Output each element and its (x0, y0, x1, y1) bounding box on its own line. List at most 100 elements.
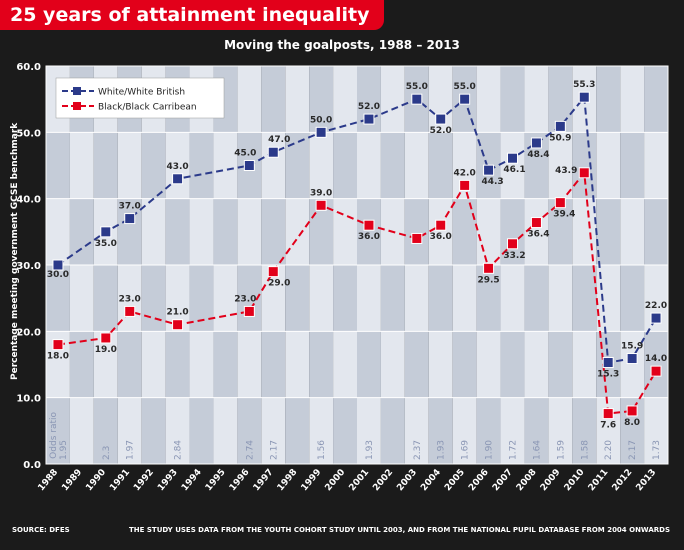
x-tick-label: 2004 (419, 468, 443, 494)
plot-cell (500, 331, 525, 398)
odds-ratio-value: 1.64 (532, 440, 542, 460)
plot-cell (357, 397, 381, 464)
plot-cell (548, 66, 573, 133)
plot-cell (141, 265, 166, 332)
data-label: 45.0 (234, 149, 256, 159)
data-point (363, 219, 375, 231)
plot-cell (189, 265, 214, 332)
odds-ratio-value: 2.17 (269, 440, 279, 460)
plot-cell (644, 331, 668, 398)
odds-ratio-value: 1.97 (126, 440, 136, 460)
plot-cell (357, 331, 381, 398)
x-tick-label: 1996 (228, 468, 252, 494)
plot-cell (476, 66, 501, 133)
data-point (578, 167, 590, 179)
plot-cell (93, 331, 118, 398)
plot-cell (620, 66, 645, 133)
data-point (243, 305, 255, 317)
plot-cell (117, 198, 142, 265)
data-point (267, 146, 279, 158)
plot-cell (404, 265, 429, 332)
odds-ratio-value: 2.20 (604, 440, 614, 460)
series-markers (52, 91, 662, 420)
plot-cell (428, 265, 453, 332)
plot-cell (380, 66, 405, 133)
y-tick-label: 0.0 (23, 460, 41, 471)
data-point (507, 152, 518, 164)
plot-cell (644, 397, 668, 464)
data-point (602, 357, 614, 369)
study-note: THE STUDY USES DATA FROM THE YOUTH COHOR… (129, 526, 670, 534)
plot-cell (644, 265, 668, 332)
data-point (172, 319, 184, 331)
odds-ratio-value: 2.74 (245, 440, 255, 460)
plot-cell (500, 397, 525, 464)
data-label: 42.0 (454, 168, 476, 178)
y-tick-label: 20.0 (16, 327, 41, 338)
source-note: SOURCE: DFES (12, 526, 70, 534)
odds-ratio-value: 1.95 (59, 440, 69, 460)
plot-cell (404, 132, 429, 199)
data-point (435, 219, 447, 231)
x-axis: 1988 1989 1990 1991 1992 1993 1994 1995 1996 1997… (36, 468, 658, 494)
plot-cell (452, 132, 477, 199)
plot-cell (46, 265, 70, 332)
plot-cell (452, 397, 477, 464)
plot-cell (596, 265, 621, 332)
data-label: 23.0 (234, 294, 256, 304)
plot-cell (572, 265, 597, 332)
x-tick-label: 1992 (132, 468, 156, 494)
x-tick-label: 1997 (252, 468, 276, 494)
data-label: 19.0 (95, 345, 117, 355)
odds-ratio-title: Odds ratio (49, 412, 59, 459)
data-label: 14.0 (645, 354, 667, 364)
plot-cell (46, 331, 70, 398)
plot-cell (333, 66, 357, 133)
data-point (578, 91, 590, 103)
x-tick-label: 1995 (204, 468, 228, 494)
plot-cell (309, 331, 334, 398)
banner-title: 25 years of attainment inequality (0, 0, 384, 30)
plot-cell (572, 331, 597, 398)
plot-cell (500, 132, 525, 199)
data-label: 23.0 (119, 294, 141, 304)
data-point (52, 339, 64, 351)
data-point (554, 197, 566, 209)
data-label: 37.0 (119, 202, 141, 212)
plot-cell (213, 397, 238, 464)
plot-cell (69, 265, 94, 332)
plot-cell (524, 331, 549, 398)
plot-cell (333, 198, 357, 265)
y-tick-label: 60.0 (16, 62, 41, 73)
data-label: 39.0 (310, 188, 332, 198)
data-point (52, 259, 64, 271)
data-label: 18.0 (47, 352, 69, 362)
plot-cell (189, 331, 214, 398)
data-point (626, 405, 638, 417)
y-tick-label: 40.0 (16, 195, 41, 206)
plot-cell (141, 198, 166, 265)
data-point (626, 353, 638, 365)
data-label: 52.0 (358, 102, 380, 112)
plot-cell (596, 198, 621, 265)
data-point (243, 160, 255, 171)
y-tick-label: 10.0 (16, 394, 41, 405)
x-tick-label: 1989 (60, 468, 84, 494)
chart-title: Moving the goalposts, 1988 – 2013 (224, 38, 460, 52)
plot-cell (404, 331, 429, 398)
data-point (650, 312, 662, 324)
data-label: 30.0 (47, 270, 69, 280)
plot-cell (620, 397, 645, 464)
data-point (315, 199, 327, 211)
plot-cell (572, 397, 597, 464)
plot-cell (165, 331, 190, 398)
x-tick-label: 1993 (156, 468, 180, 494)
plot-cell (309, 397, 334, 464)
legend: White/White British Black/Black Carribean (55, 77, 225, 119)
x-tick-label: 1991 (108, 468, 132, 494)
data-point (435, 113, 447, 125)
plot-cell (524, 66, 549, 133)
data-labels: 30.0 35.0 37.0 43.0 45.0 47.0 50.0 52.0 55.0 52.0… (47, 80, 667, 430)
plot-cell (165, 397, 190, 464)
data-point (411, 232, 423, 244)
